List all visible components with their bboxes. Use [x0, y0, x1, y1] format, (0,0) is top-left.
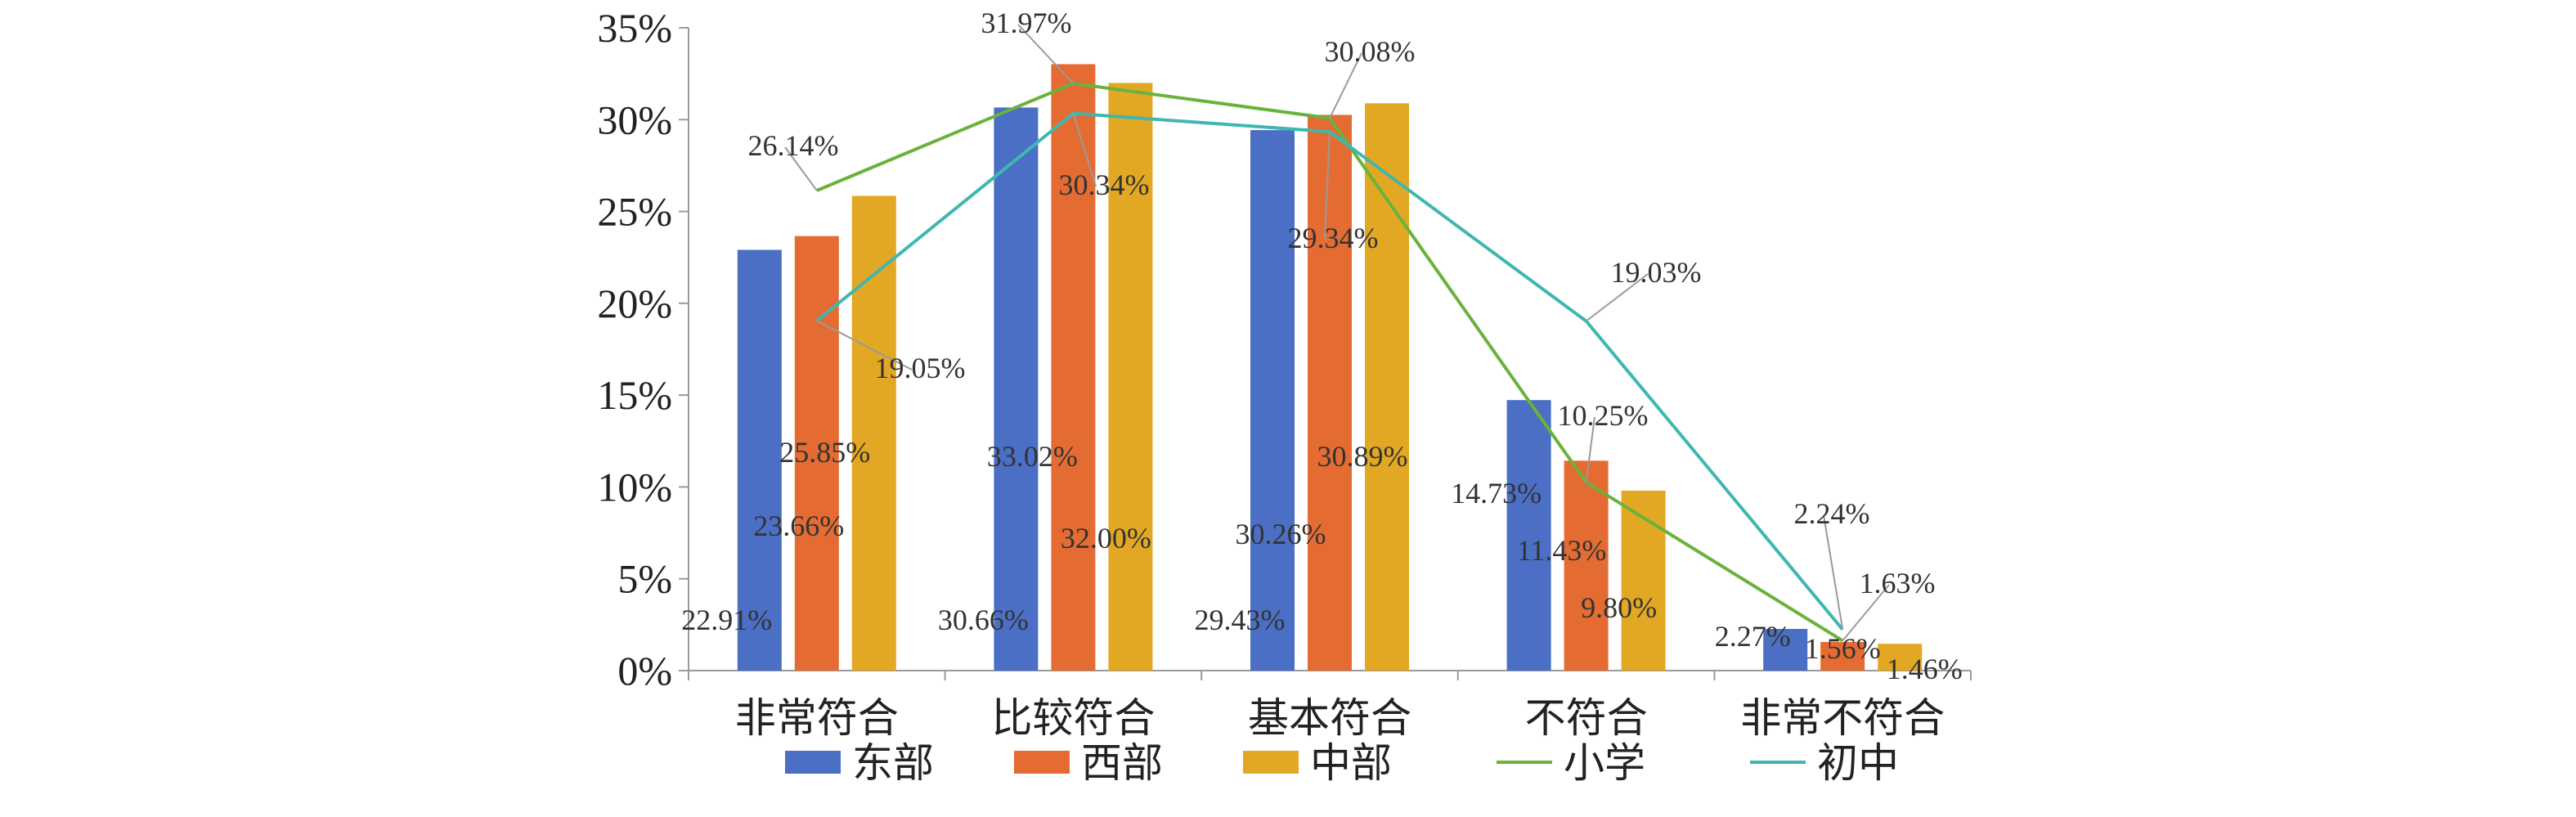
- bar-data-label: 25.85%: [779, 436, 870, 469]
- line-data-label: 31.97%: [981, 7, 1072, 39]
- bar-data-label: 30.66%: [938, 604, 1029, 636]
- bar-西部: [1051, 64, 1096, 671]
- legend-swatch-西部: [1014, 751, 1070, 774]
- y-tick-label: 30%: [597, 97, 672, 142]
- bar-东部: [994, 107, 1039, 671]
- bar-data-label: 30.26%: [1236, 518, 1326, 550]
- line-label-leader: [784, 146, 818, 191]
- y-tick-label: 5%: [617, 556, 672, 602]
- line-label-leader: [1842, 584, 1890, 642]
- bar-data-label: 30.89%: [1317, 440, 1408, 473]
- line-data-label: 29.34%: [1288, 222, 1379, 254]
- legend-label: 小学: [1564, 740, 1645, 786]
- y-tick-label: 25%: [597, 189, 672, 235]
- bar-data-label: 1.56%: [1805, 632, 1881, 665]
- bar-中部: [1108, 83, 1153, 671]
- x-category-label: 基本符合: [1248, 695, 1411, 741]
- x-category-label: 比较符合: [991, 695, 1155, 741]
- bar-data-label: 22.91%: [681, 604, 772, 636]
- bar-data-label: 9.80%: [1581, 591, 1657, 624]
- bar-data-label: 32.00%: [1061, 522, 1151, 554]
- legend-label: 初中: [1817, 740, 1899, 786]
- bar-东部: [1250, 130, 1295, 671]
- line-data-label: 1.63%: [1860, 567, 1936, 599]
- line-label-leader: [816, 320, 913, 370]
- line-data-label: 19.05%: [875, 352, 966, 384]
- bar-data-label: 33.02%: [987, 440, 1078, 473]
- bar-中部: [1878, 644, 1923, 671]
- y-tick-label: 35%: [597, 5, 672, 51]
- y-tick-label: 20%: [597, 281, 672, 326]
- bar-data-label: 1.46%: [1887, 653, 1963, 685]
- bar-data-label: 14.73%: [1451, 477, 1542, 510]
- bar-西部: [1564, 460, 1609, 671]
- bar-data-label: 23.66%: [753, 510, 844, 542]
- bar-西部: [1308, 114, 1352, 671]
- line-label-leader: [1324, 132, 1331, 240]
- line-label-leader: [1017, 24, 1075, 84]
- bar-中部: [851, 195, 896, 671]
- line-label-leader: [1072, 113, 1097, 187]
- legend-swatch-东部: [785, 751, 841, 774]
- bar-data-label: 29.43%: [1195, 604, 1286, 636]
- line-label-leader: [1823, 514, 1844, 630]
- y-tick-label: 15%: [597, 372, 672, 418]
- line-data-label: 30.34%: [1059, 168, 1150, 201]
- y-tick-label: 10%: [597, 464, 672, 510]
- x-category-label: 不符合: [1525, 695, 1648, 741]
- bar-东部: [1763, 629, 1808, 671]
- line-data-label: 19.03%: [1611, 256, 1702, 289]
- legend-label: 中部: [1310, 740, 1392, 786]
- line-label-leader: [1329, 52, 1362, 119]
- x-category-label: 非常符合: [735, 695, 899, 741]
- line-data-label: 26.14%: [748, 129, 839, 162]
- bar-data-label: 11.43%: [1517, 534, 1607, 567]
- x-category-label: 非常不符合: [1740, 695, 1945, 741]
- bar-东部: [737, 249, 782, 671]
- line-label-leader: [1585, 416, 1595, 483]
- legend-label: 西部: [1081, 740, 1163, 786]
- bar-中部: [1621, 490, 1666, 671]
- line-data-label: 2.24%: [1794, 497, 1870, 530]
- legend-label: 东部: [852, 740, 934, 786]
- line-data-label: 10.25%: [1558, 399, 1649, 432]
- line-data-label: 30.08%: [1325, 35, 1416, 68]
- legend-swatch-中部: [1243, 751, 1299, 774]
- y-tick-label: 0%: [617, 648, 672, 694]
- bar-data-label: 2.27%: [1715, 620, 1791, 653]
- bar-中部: [1365, 103, 1409, 671]
- bar-西部: [1820, 641, 1865, 671]
- line-label-leader: [1585, 273, 1649, 322]
- bar-东部: [1506, 400, 1551, 671]
